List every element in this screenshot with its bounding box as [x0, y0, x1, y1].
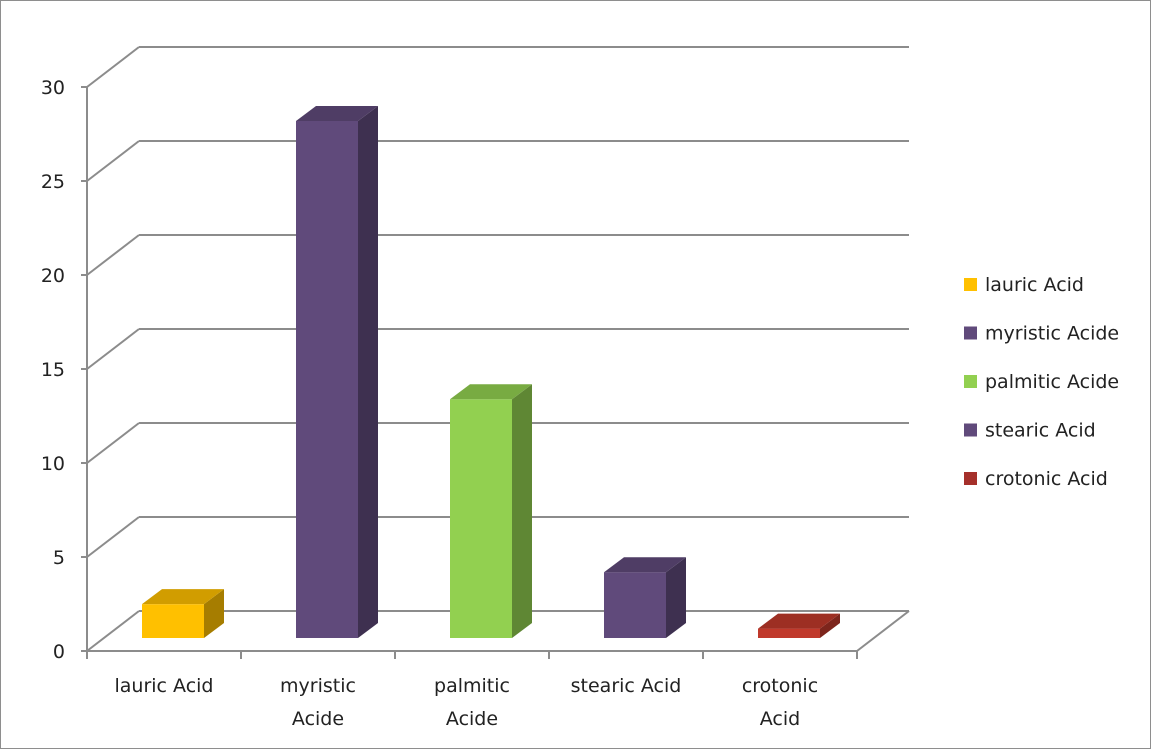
bar-front — [758, 628, 820, 638]
floor-right-edge — [856, 610, 910, 652]
legend-label: myristic Acide — [985, 323, 1119, 345]
y-tick-label: 25 — [41, 171, 65, 193]
legend-label: palmitic Acide — [985, 371, 1119, 393]
bar-side — [666, 557, 686, 638]
bar-top — [758, 613, 840, 629]
bar-side — [204, 589, 224, 638]
legend-label: lauric Acid — [985, 274, 1084, 296]
bar-top — [604, 557, 686, 573]
bar-front — [450, 399, 512, 638]
y-tick-label: 0 — [53, 641, 65, 663]
x-tick-label: palmitic Acide — [434, 675, 510, 730]
legend-swatch — [964, 326, 977, 340]
bar — [604, 557, 686, 638]
legend-label: crotonic Acid — [985, 468, 1108, 490]
x-tick-label: crotonic Acid — [742, 675, 818, 730]
y-tick-label: 15 — [41, 359, 65, 381]
legend-swatch — [964, 278, 977, 291]
bar-front — [604, 572, 666, 638]
gridline-side — [86, 46, 140, 88]
bar — [296, 106, 378, 638]
bar-front — [296, 121, 358, 638]
legend: lauric Acid myristic Acide palmitic Acide s… — [964, 274, 1119, 490]
bars — [142, 106, 840, 638]
y-tick-label: 30 — [41, 77, 65, 99]
bar-side — [358, 106, 378, 638]
legend-swatch — [964, 423, 977, 437]
bar — [758, 613, 840, 638]
legend-swatch — [964, 375, 977, 388]
x-tick-label: myristic Acide — [280, 675, 356, 730]
legend-label: stearic Acid — [985, 420, 1096, 442]
legend-swatch — [964, 472, 977, 485]
gridline-side — [86, 422, 140, 464]
gridline-side — [86, 234, 140, 276]
bar-top — [142, 589, 224, 605]
y-tick-label: 10 — [41, 453, 65, 475]
x-axis-labels: lauric Acid myristic Acide palmitic Acide ste… — [115, 675, 819, 730]
chart-back-wall — [86, 46, 909, 652]
bar-side — [512, 384, 532, 638]
bar-top — [296, 106, 378, 121]
bar — [450, 384, 532, 638]
bar-side — [820, 613, 840, 638]
x-tick-label: lauric Acid — [115, 675, 214, 697]
bar-front — [142, 604, 204, 638]
gridline-side — [86, 610, 140, 652]
gridline-side — [86, 328, 140, 370]
bar — [142, 589, 224, 638]
gridline-side — [86, 516, 140, 558]
y-tick-label: 5 — [53, 547, 65, 569]
y-tick-label: 20 — [41, 265, 65, 287]
x-tick-label: stearic Acid — [571, 675, 682, 697]
bar-top — [450, 384, 532, 400]
gridline-side — [86, 140, 140, 182]
y-axis-ticks: 0 5 10 15 20 25 30 — [41, 77, 87, 663]
